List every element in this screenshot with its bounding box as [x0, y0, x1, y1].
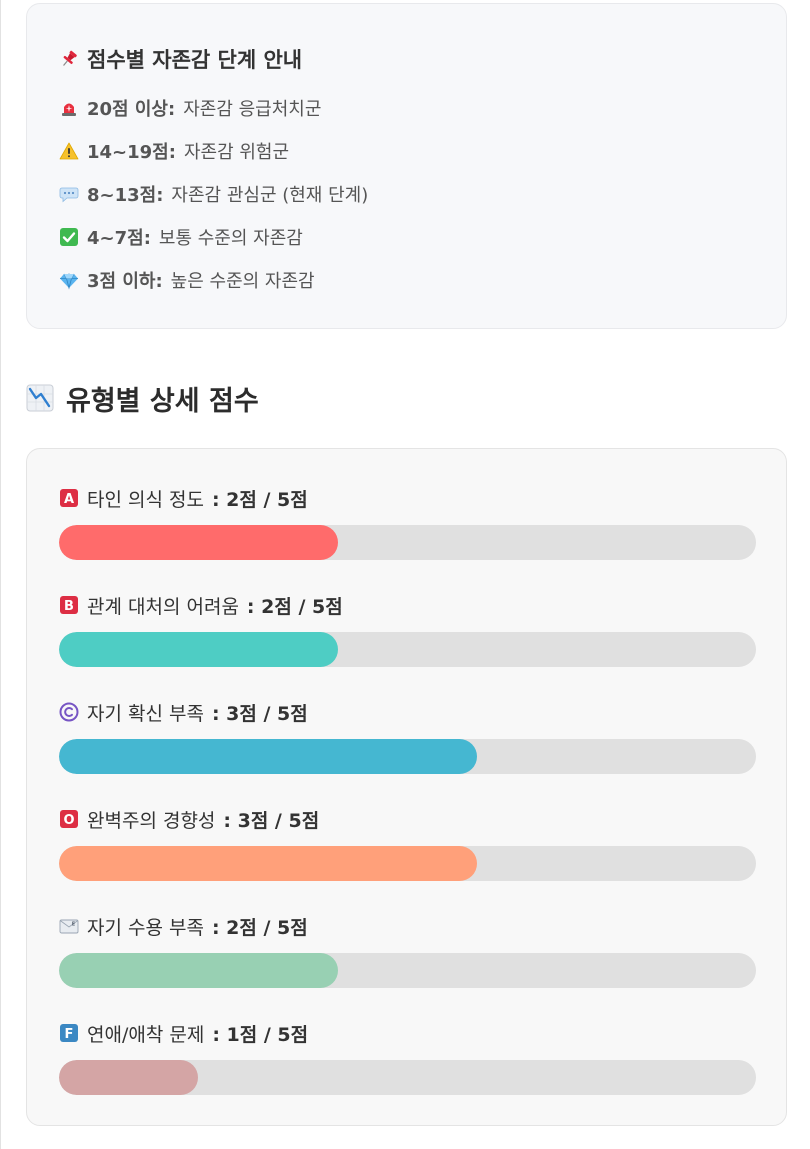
detail-scores-heading: 유형별 상세 점수: [26, 378, 259, 418]
score-value-text: : 1점 / 5점: [212, 1023, 309, 1046]
score-bar-track: [59, 632, 756, 667]
score-bar-fill: [59, 846, 478, 881]
score-item: E 자기 수용 부족 : 2점 / 5점: [59, 911, 756, 1018]
guide-item-emergency: 20점 이상: 자존감 응급처치군: [59, 86, 754, 129]
score-label: B 관계 대처의 어려움 : 2점 / 5점: [59, 590, 754, 620]
score-name: 자기 수용 부족: [87, 916, 204, 939]
guide-item-high: 3점 이하: 높은 수준의 자존감: [59, 258, 754, 301]
score-label: F 연애/애착 문제 : 1점 / 5점: [59, 1018, 754, 1048]
score-item: 자기 확신 부족 : 3점 / 5점: [59, 697, 756, 804]
check-mark-icon: [59, 227, 79, 247]
score-bar-track: [59, 953, 756, 988]
score-bar-fill: [59, 953, 338, 988]
score-item: O 완벽주의 경향성 : 3점 / 5점: [59, 804, 756, 911]
gem-icon: [59, 270, 79, 290]
score-item: A 타인 의식 정도 : 2점 / 5점: [59, 483, 756, 590]
score-bar-fill: [59, 632, 338, 667]
score-label: E 자기 수용 부족 : 2점 / 5점: [59, 911, 754, 941]
guide-item-range: 3점 이하:: [87, 270, 163, 292]
letter-o-icon: O: [59, 809, 79, 829]
score-value-text: : 2점 / 5점: [211, 488, 308, 511]
guide-item-range: 14~19점:: [87, 141, 176, 163]
score-name: 자기 확신 부족: [87, 702, 204, 725]
score-bar-track: [59, 525, 756, 560]
guide-item-risk: 14~19점: 자존감 위험군: [59, 129, 754, 172]
score-value-text: : 2점 / 5점: [211, 916, 308, 939]
score-bar-track: [59, 1060, 756, 1095]
letter-b-icon: B: [59, 595, 79, 615]
score-name: 관계 대처의 어려움: [87, 595, 239, 618]
speech-balloon-icon: [59, 184, 79, 204]
score-name: 완벽주의 경향성: [87, 809, 216, 832]
svg-text:O: O: [63, 813, 74, 828]
score-name: 타인 의식 정도: [87, 488, 204, 511]
score-item: B 관계 대처의 어려움 : 2점 / 5점: [59, 590, 756, 697]
guide-item-text: 자존감 관심군 (현재 단계): [171, 184, 369, 206]
score-label: A 타인 의식 정도 : 2점 / 5점: [59, 483, 754, 513]
detail-scores-card: A 타인 의식 정도 : 2점 / 5점 B 관계 대처의 어려움 : 2점 /…: [26, 448, 787, 1126]
score-bar-fill: [59, 1060, 199, 1095]
score-bar-fill: [59, 525, 338, 560]
rotating-light-icon: [59, 98, 79, 118]
letter-a-icon: A: [59, 488, 79, 508]
guide-item-range: 20점 이상:: [87, 98, 176, 120]
guide-title: 점수별 자존감 단계 안내: [59, 44, 754, 74]
score-bar-track: [59, 846, 756, 881]
score-bar-track: [59, 739, 756, 774]
section-title-text: 유형별 상세 점수: [66, 385, 259, 417]
guide-item-normal: 4~7점: 보통 수준의 자존감: [59, 215, 754, 258]
score-value-text: : 3점 / 5점: [223, 809, 320, 832]
guide-item-text: 높은 수준의 자존감: [170, 270, 315, 292]
score-bar-fill: [59, 739, 478, 774]
score-item: F 연애/애착 문제 : 1점 / 5점: [59, 1018, 756, 1125]
score-value-text: : 2점 / 5점: [246, 595, 343, 618]
score-label: 자기 확신 부족 : 3점 / 5점: [59, 697, 754, 727]
guide-item-text: 자존감 위험군: [183, 141, 290, 163]
svg-text:E: E: [72, 922, 76, 928]
guide-item-range: 8~13점:: [87, 184, 164, 206]
score-label: O 완벽주의 경향성 : 3점 / 5점: [59, 804, 754, 834]
guide-item-attention: 8~13점: 자존감 관심군 (현재 단계): [59, 172, 754, 215]
score-value-text: : 3점 / 5점: [211, 702, 308, 725]
score-name: 연애/애착 문제: [87, 1023, 205, 1046]
chart-decreasing-icon: [26, 384, 54, 412]
letter-f-icon: F: [59, 1023, 79, 1043]
warning-icon: [59, 141, 79, 161]
svg-text:F: F: [65, 1027, 74, 1042]
guide-item-text: 보통 수준의 자존감: [158, 227, 303, 249]
svg-text:A: A: [64, 492, 74, 507]
pushpin-icon: [59, 49, 79, 69]
guide-item-text: 자존감 응급처치군: [183, 98, 322, 120]
envelope-e-icon: E: [59, 916, 79, 936]
guide-title-text: 점수별 자존감 단계 안내: [87, 48, 303, 72]
copyright-icon: [59, 702, 79, 722]
guide-item-range: 4~7점:: [87, 227, 151, 249]
svg-text:B: B: [64, 599, 74, 614]
score-guide-card: 점수별 자존감 단계 안내 20점 이상: 자존감 응급처치군 14~19점: …: [26, 3, 787, 329]
